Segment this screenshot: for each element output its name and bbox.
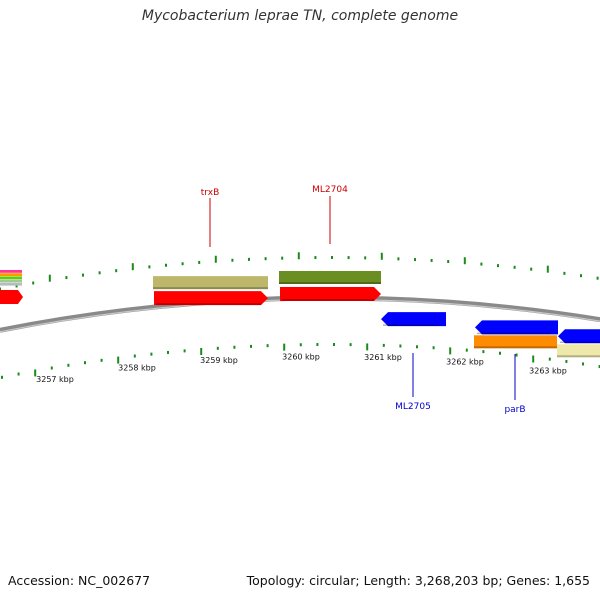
parB-feature-bar xyxy=(474,335,557,349)
kbp-label: 3262 kbp xyxy=(446,358,484,367)
gene-label: ML2704 xyxy=(312,185,348,195)
edge-feature-stripe xyxy=(0,270,22,273)
trxB-feature-bar-shade xyxy=(153,287,268,290)
kbp-label: 3258 kbp xyxy=(118,363,156,372)
gene-label: ML2705 xyxy=(395,402,431,412)
edge-feature-stripe xyxy=(0,276,22,280)
trxB-feature-bar xyxy=(153,276,268,290)
edge-feature-stripe xyxy=(0,282,22,286)
edge-feature-stripe xyxy=(0,273,22,276)
kbp-label: 3261 kbp xyxy=(364,353,402,362)
ML2704-cds-arrow xyxy=(280,287,381,302)
ML2704-feature-bar xyxy=(279,271,381,284)
kbp-label: 3259 kbp xyxy=(200,356,238,365)
tick-layer xyxy=(0,252,600,379)
map-title: Mycobacterium leprae TN, complete genome xyxy=(141,8,459,24)
trxB-cds-arrow xyxy=(154,291,268,306)
topology-text: Topology: circular; Length: 3,268,203 bp… xyxy=(246,573,590,588)
ML2705-cds-arrow xyxy=(381,312,446,327)
gene-label: parB xyxy=(504,405,525,415)
parB-cds-arrow xyxy=(475,320,558,335)
kbp-label: 3260 kbp xyxy=(282,352,320,361)
parB-feature-bar-shade xyxy=(474,346,557,349)
feature-layer xyxy=(0,270,600,358)
next-feature-bar-shade xyxy=(557,355,600,358)
next-feature-bar xyxy=(557,344,600,358)
gene-label: trxB xyxy=(201,188,220,198)
kbp-label: 3263 kbp xyxy=(529,367,567,376)
accession-text: Accession: NC_002677 xyxy=(8,573,151,588)
edge-cds-arrow xyxy=(0,290,23,304)
next-cds-arrow xyxy=(558,329,600,344)
edge-feature-stripe xyxy=(0,279,22,283)
ML2704-feature-bar-shade xyxy=(279,282,381,284)
label-layer: 3257 kbp 3258 kbp 3259 kbp 3260 kbp 3261 kbp… xyxy=(36,185,567,415)
kbp-label: 3257 kbp xyxy=(36,375,74,384)
